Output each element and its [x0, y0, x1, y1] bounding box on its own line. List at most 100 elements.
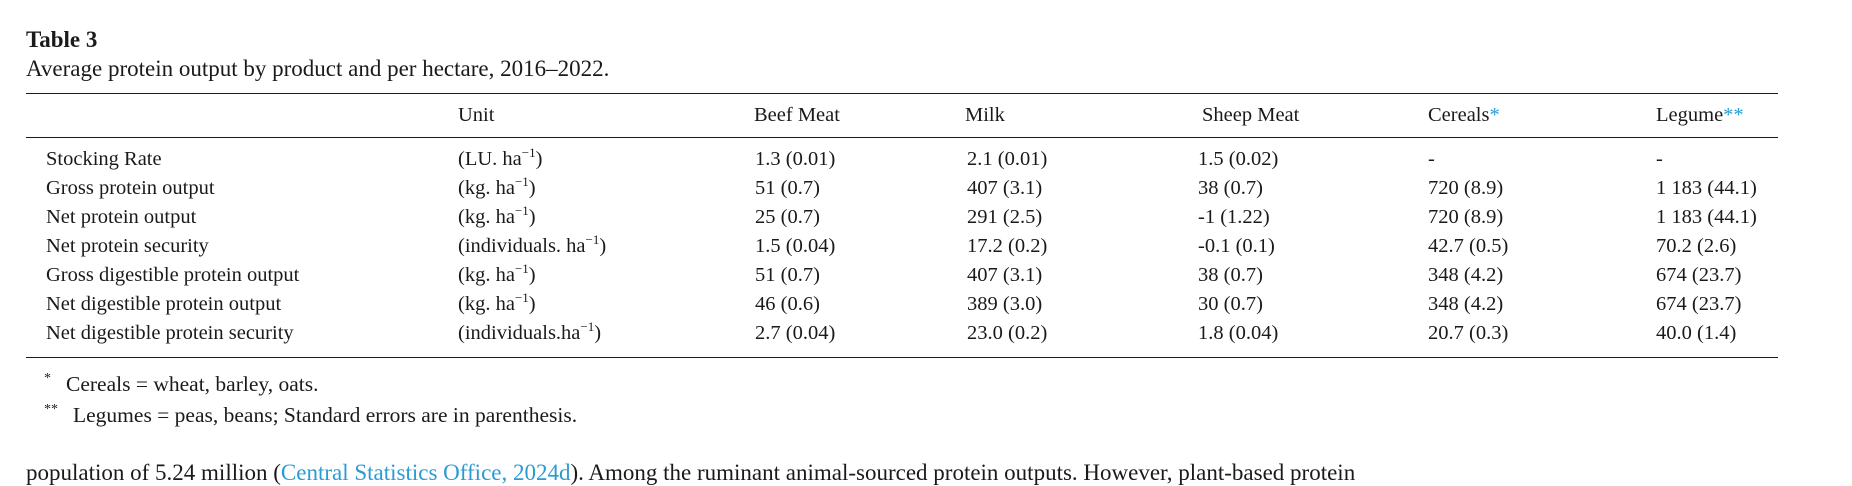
header-legume-label: Legume	[1656, 104, 1724, 126]
cell-legume: 1 183 (44.1)	[1656, 206, 1757, 228]
body-text-after: ). Among the ruminant animal-sourced pro…	[570, 460, 1356, 485]
table-figure: Table 3 Average protein output by produc…	[26, 26, 1778, 432]
table-row: Gross digestible protein output (kg. ha−1…	[26, 262, 1778, 291]
row-label: Gross protein output	[46, 177, 215, 199]
footnote-text: Legumes = peas, beans; Standard errors a…	[73, 403, 578, 427]
unit-exponent: −1	[585, 232, 600, 247]
header-unit: Unit	[458, 104, 495, 126]
citation-link[interactable]: Central Statistics Office, 2024d	[280, 460, 571, 485]
body-paragraph: population of 5.24 million (Central Stat…	[26, 460, 1355, 486]
unit-close: )	[599, 235, 607, 257]
cell-cereals: 348 (4.2)	[1428, 264, 1504, 286]
cereals-footnote-link[interactable]: *	[1489, 104, 1500, 126]
row-label: Net digestible protein output	[46, 293, 282, 315]
cell-beef-meat: 46 (0.6)	[755, 293, 820, 315]
unit-exponent: −1	[521, 145, 536, 160]
cell-beef-meat: 1.3 (0.01)	[755, 148, 836, 170]
cell-legume: 674 (23.7)	[1656, 293, 1742, 315]
header-milk: Milk	[965, 104, 1005, 126]
row-label: Stocking Rate	[46, 148, 162, 170]
footnote-mark: *	[44, 371, 51, 386]
header-sheep-meat: Sheep Meat	[1202, 104, 1300, 126]
cell-milk: 407 (3.1)	[967, 177, 1043, 199]
cell-sheep-meat: 38 (0.7)	[1198, 177, 1263, 199]
row-unit: (kg. ha−1)	[458, 203, 536, 229]
row-unit: (kg. ha−1)	[458, 174, 536, 200]
unit-exponent: −1	[514, 261, 529, 276]
cell-milk: 389 (3.0)	[967, 293, 1043, 315]
table-body: Stocking Rate (LU. ha−1) 1.3 (0.01) 2.1 (0.…	[26, 146, 1778, 349]
cell-sheep-meat: -1 (1.22)	[1198, 206, 1270, 228]
unit-exponent: −1	[514, 290, 529, 305]
row-unit: (kg. ha−1)	[458, 290, 536, 316]
table-bottom-rule	[26, 357, 1778, 358]
header-cereals-label: Cereals	[1428, 104, 1490, 126]
cell-legume: 1 183 (44.1)	[1656, 177, 1757, 199]
row-label: Net protein output	[46, 206, 197, 228]
cell-milk: 2.1 (0.01)	[967, 148, 1048, 170]
table-label: Table 3	[26, 27, 98, 52]
table-row: Net protein security (individuals. ha−1) 1…	[26, 233, 1778, 262]
table-row: Stocking Rate (LU. ha−1) 1.3 (0.01) 2.1 (0.…	[26, 146, 1778, 175]
cell-sheep-meat: 38 (0.7)	[1198, 264, 1263, 286]
cell-milk: 291 (2.5)	[967, 206, 1043, 228]
cell-beef-meat: 25 (0.7)	[755, 206, 820, 228]
unit-close: )	[528, 177, 536, 199]
cell-beef-meat: 1.5 (0.04)	[755, 235, 836, 257]
table-header-row: Unit Beef Meat Milk Sheep Meat Cereals* …	[26, 94, 1778, 137]
row-unit: (LU. ha−1)	[458, 145, 543, 171]
cell-milk: 407 (3.1)	[967, 264, 1043, 286]
table-footnotes: * Cereals = wheat, barley, oats. ** Legu…	[26, 370, 1778, 432]
row-label: Gross digestible protein output	[46, 264, 300, 286]
footnote-text: Cereals = wheat, barley, oats.	[66, 372, 319, 396]
table-row: Net protein output (kg. ha−1) 25 (0.7) 291 …	[26, 204, 1778, 233]
cell-beef-meat: 51 (0.7)	[755, 264, 820, 286]
cell-legume: 70.2 (2.6)	[1656, 235, 1737, 257]
unit-close: )	[535, 148, 543, 170]
unit-exponent: −1	[514, 174, 529, 189]
row-unit: (individuals.ha−1)	[458, 320, 602, 345]
cell-legume: -	[1656, 148, 1663, 170]
header-beef-meat: Beef Meat	[754, 104, 840, 126]
cell-beef-meat: 51 (0.7)	[755, 177, 820, 199]
unit-close: )	[528, 264, 536, 286]
cell-sheep-meat: 1.5 (0.02)	[1198, 148, 1279, 170]
cell-sheep-meat: 1.8 (0.04)	[1198, 322, 1279, 344]
unit-base: (kg. ha	[458, 206, 515, 228]
header-cereals: Cereals*	[1428, 104, 1500, 127]
cell-sheep-meat: 30 (0.7)	[1198, 293, 1263, 315]
cell-cereals: 720 (8.9)	[1428, 177, 1504, 199]
cell-cereals: -	[1428, 148, 1435, 170]
unit-base: (kg. ha	[458, 293, 515, 315]
cell-legume: 674 (23.7)	[1656, 264, 1742, 286]
unit-base: (individuals.ha	[458, 322, 581, 344]
footnote-cereals: * Cereals = wheat, barley, oats.	[26, 370, 1778, 401]
row-label: Net protein security	[46, 235, 209, 257]
unit-base: (individuals. ha	[458, 235, 586, 257]
unit-base: (kg. ha	[458, 264, 515, 286]
unit-exponent: −1	[514, 203, 529, 218]
unit-base: (LU. ha	[458, 148, 522, 170]
cell-cereals: 720 (8.9)	[1428, 206, 1504, 228]
header-legume: Legume**	[1656, 104, 1744, 127]
cell-milk: 23.0 (0.2)	[967, 322, 1048, 344]
row-label: Net digestible protein security	[46, 322, 294, 344]
unit-close: )	[528, 206, 536, 228]
cell-cereals: 42.7 (0.5)	[1428, 235, 1509, 257]
table-header-rule	[26, 137, 1778, 138]
footnote-mark: **	[44, 402, 58, 417]
table-top-rule	[26, 93, 1778, 94]
cell-sheep-meat: -0.1 (0.1)	[1198, 235, 1275, 257]
table-row: Gross protein output (kg. ha−1) 51 (0.7) 40…	[26, 175, 1778, 204]
unit-close: )	[528, 293, 536, 315]
table-caption: Average protein output by product and pe…	[26, 56, 610, 81]
cell-cereals: 348 (4.2)	[1428, 293, 1504, 315]
unit-close: )	[594, 322, 602, 344]
row-unit: (kg. ha−1)	[458, 261, 536, 287]
legume-footnote-link[interactable]: **	[1723, 104, 1744, 126]
cell-cereals: 20.7 (0.3)	[1428, 322, 1509, 344]
unit-base: (kg. ha	[458, 177, 515, 199]
cell-milk: 17.2 (0.2)	[967, 235, 1048, 257]
table-row: Net digestible protein security (individu…	[26, 320, 1778, 349]
cell-beef-meat: 2.7 (0.04)	[755, 322, 836, 344]
